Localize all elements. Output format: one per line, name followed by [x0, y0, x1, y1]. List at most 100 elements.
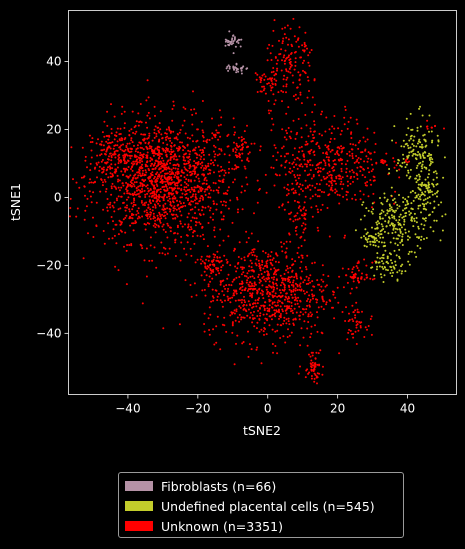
data-point [320, 278, 323, 281]
legend-item-unknown: Unknown (n=3351) [125, 516, 397, 536]
data-point [367, 151, 370, 154]
data-point [287, 276, 290, 279]
data-point [304, 218, 307, 221]
data-point [219, 348, 222, 351]
data-point [135, 120, 138, 123]
data-point [357, 147, 360, 150]
data-point [204, 164, 207, 167]
data-point [415, 174, 418, 177]
data-point [224, 299, 226, 302]
data-point [367, 167, 369, 170]
data-point [187, 184, 190, 187]
data-point [188, 153, 191, 156]
data-point [145, 171, 148, 174]
data-point [201, 260, 204, 263]
data-point [379, 197, 381, 199]
data-point [110, 103, 112, 106]
data-point [236, 316, 239, 319]
data-point [420, 211, 422, 214]
data-point [292, 312, 294, 314]
data-point [408, 250, 411, 253]
data-point [310, 148, 313, 151]
data-point [159, 160, 162, 163]
data-point [296, 39, 299, 41]
data-point [139, 103, 142, 105]
data-point [72, 178, 74, 181]
data-point [321, 110, 323, 113]
data-point [385, 152, 388, 155]
data-point [298, 305, 301, 308]
data-point [184, 168, 187, 170]
data-point [232, 66, 235, 69]
data-point [101, 167, 103, 170]
data-point [145, 99, 148, 102]
data-point [120, 221, 123, 224]
data-point [395, 219, 398, 222]
data-point [408, 177, 411, 180]
data-point [328, 164, 331, 167]
data-point [267, 253, 270, 256]
data-point [345, 274, 347, 277]
data-point [432, 178, 435, 181]
data-point [149, 199, 151, 202]
data-point [158, 173, 160, 176]
data-point [287, 271, 290, 274]
data-point [264, 301, 267, 304]
data-point [120, 112, 123, 115]
data-point [238, 320, 241, 323]
data-point [248, 343, 251, 346]
data-point [227, 287, 230, 290]
data-point [98, 165, 101, 168]
data-point [361, 174, 364, 177]
legend-swatch-undefined-placental [125, 501, 153, 511]
data-point [286, 132, 288, 135]
data-point [162, 159, 165, 162]
data-point [303, 228, 306, 231]
data-point [304, 311, 307, 314]
data-point [143, 174, 146, 177]
data-point [165, 148, 168, 151]
data-point [238, 305, 241, 308]
data-point [301, 165, 304, 168]
data-point [352, 280, 355, 283]
data-point [379, 273, 382, 276]
data-point [390, 214, 393, 217]
data-point [398, 228, 401, 231]
data-point [429, 226, 432, 229]
data-point [270, 276, 273, 279]
data-point [237, 38, 240, 41]
data-point [130, 202, 133, 205]
data-point [290, 293, 293, 296]
data-point [318, 147, 321, 150]
data-point [235, 276, 238, 279]
data-point [305, 291, 308, 294]
data-point [330, 188, 333, 191]
data-point [211, 288, 214, 291]
data-point [176, 232, 179, 235]
data-point [221, 264, 224, 267]
data-point [243, 303, 245, 306]
data-point [155, 180, 158, 183]
data-point [230, 311, 233, 314]
data-point [166, 196, 168, 199]
data-point [100, 179, 103, 181]
data-point [211, 263, 214, 266]
data-point [287, 284, 290, 287]
data-point [161, 164, 164, 167]
data-point [152, 217, 155, 220]
data-point [265, 288, 268, 291]
data-point [394, 227, 397, 230]
data-point [110, 163, 113, 166]
data-point [271, 306, 274, 309]
data-point [384, 220, 387, 223]
data-point [364, 140, 367, 143]
data-point [156, 214, 159, 217]
data-point [148, 189, 150, 192]
data-point [432, 185, 435, 188]
data-point [269, 268, 272, 271]
data-point [190, 108, 193, 111]
data-point [422, 193, 425, 196]
data-point [132, 160, 135, 163]
data-point [291, 45, 294, 48]
data-point [285, 36, 288, 39]
